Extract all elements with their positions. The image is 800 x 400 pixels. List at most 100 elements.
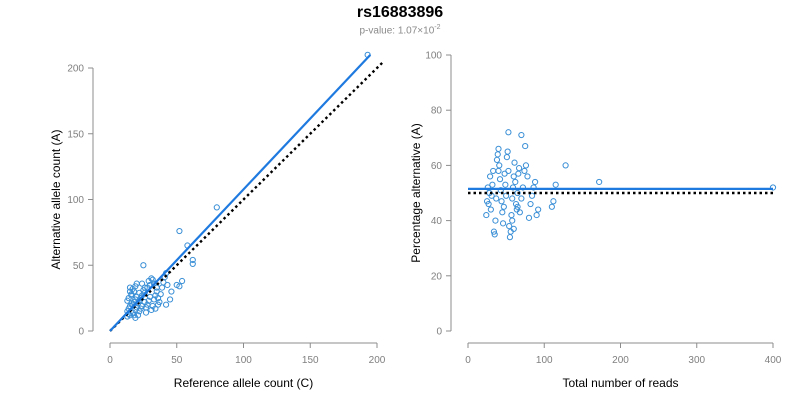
- data-point: [164, 281, 171, 289]
- data-point: [152, 305, 159, 312]
- data-point: [498, 198, 505, 205]
- data-point: [487, 173, 494, 180]
- data-point: [509, 217, 516, 224]
- data-point: [492, 217, 499, 224]
- data-point: [496, 162, 503, 169]
- data-point: [548, 203, 555, 210]
- data-point: [510, 173, 517, 180]
- data-point: [524, 173, 531, 180]
- data-point: [489, 181, 496, 188]
- data-point: [525, 214, 533, 221]
- data-point: [518, 195, 525, 202]
- data-point: [500, 203, 507, 210]
- data-point: [176, 283, 183, 290]
- y-tick-label: 50: [73, 261, 85, 272]
- data-point: [516, 209, 523, 216]
- data-point: [496, 176, 504, 183]
- data-point: [142, 309, 150, 316]
- data-point: [484, 184, 491, 191]
- left-scatter-panel: 0 50 100 150 200 0 50 100 150 200 Reference allele…: [49, 51, 386, 390]
- data-point: [130, 288, 138, 295]
- right-scatter-panel: 0 20 40 60 80 100 0 100 200 300 400 Total number of…: [409, 51, 782, 391]
- data-point: [552, 181, 559, 188]
- subtitle-text: p-value: 1.07×10: [359, 25, 435, 37]
- y-tick-label: 200: [67, 64, 84, 75]
- y-tick-label: 0: [78, 327, 84, 338]
- data-point: [530, 184, 537, 191]
- data-point: [491, 231, 498, 238]
- data-point: [528, 192, 536, 199]
- data-point: [158, 284, 166, 291]
- data-point: [562, 162, 569, 169]
- data-point: [503, 192, 510, 199]
- data-point: [213, 204, 220, 211]
- data-point: [505, 167, 512, 175]
- data-point: [509, 184, 517, 191]
- data-point: [522, 162, 530, 169]
- data-point: [518, 131, 525, 139]
- data-point: [505, 129, 512, 136]
- data-point: [487, 206, 494, 213]
- data-point: [511, 159, 518, 166]
- data-point: [178, 277, 186, 285]
- data-point: [485, 200, 492, 208]
- data-point: [493, 195, 500, 202]
- data-point: [508, 211, 515, 219]
- data-point: [126, 284, 134, 291]
- x-tick-label: 50: [171, 355, 183, 366]
- x-tick-label: 200: [369, 355, 386, 366]
- data-point: [515, 170, 522, 177]
- data-point: [189, 256, 196, 264]
- x-axis-label: Total number of reads: [562, 376, 678, 390]
- data-point: [495, 145, 502, 152]
- y-tick-label: 0: [436, 327, 442, 338]
- data-point: [189, 260, 196, 268]
- y-tick-label: 100: [67, 195, 84, 206]
- data-point: [499, 220, 507, 227]
- x-tick-label: 100: [536, 355, 553, 366]
- y-axis-label: Percentage alternative (A): [409, 123, 423, 262]
- data-point: [497, 187, 504, 194]
- data-point: [150, 296, 158, 303]
- x-tick-label: 200: [612, 355, 629, 366]
- data-point: [509, 195, 516, 202]
- data-point: [503, 154, 510, 161]
- subtitle-exponent: -2: [434, 24, 441, 31]
- data-point: [533, 211, 540, 219]
- y-tick-label: 20: [431, 271, 443, 282]
- x-axis-label: Reference allele count (C): [174, 376, 313, 390]
- data-point: [133, 280, 140, 287]
- data-point: [506, 234, 514, 241]
- data-point: [141, 284, 148, 291]
- data-point: [519, 184, 527, 191]
- y-tick-label: 80: [431, 106, 443, 117]
- data-point: [512, 178, 519, 186]
- data-point: [483, 211, 490, 219]
- data-point: [176, 227, 183, 235]
- figure-subtitle: p-value: 1.07×10-2: [0, 24, 800, 36]
- x-tick-label: 400: [765, 355, 782, 366]
- x-tick-label: 0: [465, 355, 471, 366]
- data-point: [596, 178, 603, 186]
- data-point: [148, 306, 155, 314]
- figure-title: rs16883896: [356, 4, 444, 21]
- x-tick-label: 0: [107, 355, 113, 366]
- data-point: [140, 262, 147, 269]
- data-point: [162, 301, 170, 308]
- data-point: [493, 156, 501, 163]
- x-tick-label: 150: [302, 355, 319, 366]
- y-tick-label: 100: [425, 51, 442, 62]
- data-point: [494, 151, 501, 158]
- data-point: [522, 142, 529, 150]
- data-point: [490, 167, 497, 175]
- data-point: [535, 206, 542, 213]
- data-point: [132, 314, 139, 321]
- data-point: [502, 181, 509, 188]
- data-point: [550, 198, 557, 205]
- data-point: [769, 184, 777, 191]
- data-point: [149, 276, 156, 283]
- y-tick-label: 40: [431, 216, 443, 227]
- data-point: [532, 178, 539, 186]
- data-point: [148, 275, 155, 282]
